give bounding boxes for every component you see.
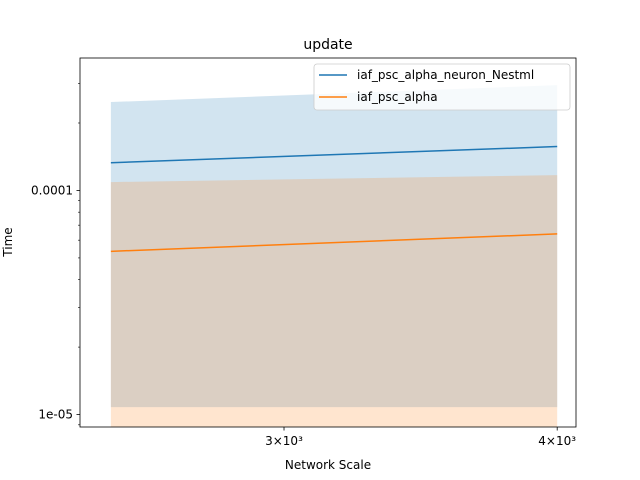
x-tick-label-1: 3×10³ — [265, 434, 303, 448]
chart-title: update — [303, 37, 352, 53]
series-lines — [110, 145, 558, 253]
x-axis-label: Network Scale — [285, 458, 371, 472]
confidence-band-2 — [110, 175, 558, 427]
y-tick-label-2: 1e-05 — [38, 408, 73, 422]
y-axis-label: Time — [1, 227, 15, 257]
y-axis: 0.0001 1e-05 — [31, 83, 80, 426]
plot-frame — [79, 57, 577, 428]
legend: iaf_psc_alpha_neuron_Nestml iaf_psc_alpha — [313, 63, 571, 111]
confidence-bands — [110, 85, 558, 427]
legend-label-2: iaf_psc_alpha — [357, 90, 438, 104]
legend-box — [313, 63, 571, 111]
confidence-band-1 — [110, 85, 558, 408]
x-axis: 3×10³ 4×10³ — [265, 427, 576, 448]
series-line-2 — [110, 233, 558, 253]
legend-label-1: iaf_psc_alpha_neuron_Nestml — [357, 68, 534, 82]
y-tick-label-1: 0.0001 — [31, 183, 73, 197]
series-line-1 — [110, 145, 558, 164]
x-tick-label-2: 4×10³ — [538, 434, 576, 448]
